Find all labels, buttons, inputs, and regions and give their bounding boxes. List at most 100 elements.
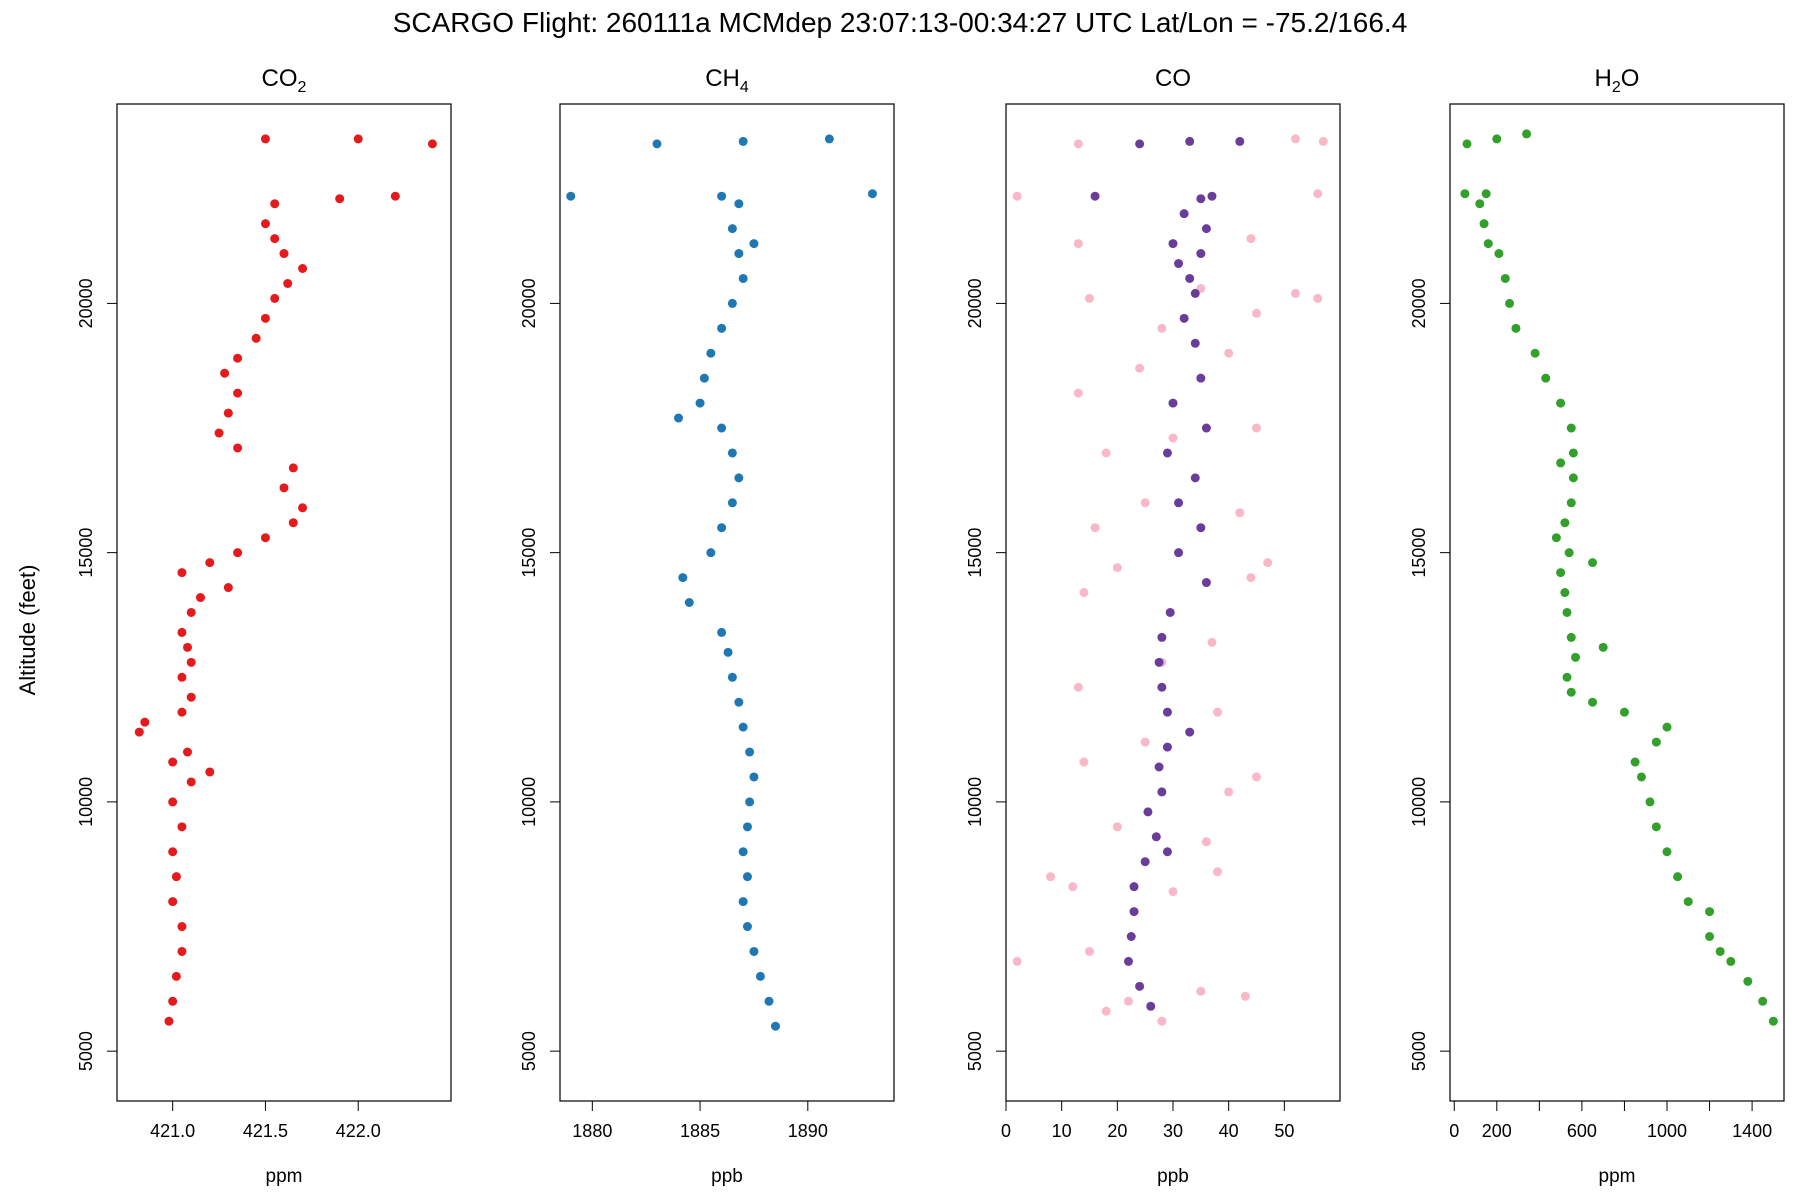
plot-frame <box>559 103 895 1102</box>
data-point <box>1085 293 1094 303</box>
data-point <box>699 373 709 383</box>
data-point <box>723 647 733 657</box>
series-1 <box>566 134 877 1031</box>
data-point <box>1174 548 1184 558</box>
data-point <box>734 249 744 259</box>
data-point <box>1224 787 1234 797</box>
data-point <box>1566 632 1576 642</box>
data-point <box>727 298 737 308</box>
panel-2: CH4 ppb 1880 1885 1890 5000 10000 15000 20000 <box>519 65 895 1187</box>
data-point <box>1154 657 1164 667</box>
data-point <box>177 822 187 832</box>
data-point <box>186 607 196 617</box>
data-point <box>1085 946 1094 956</box>
data-point <box>1494 249 1504 259</box>
data-point <box>1207 637 1217 647</box>
panel-title-tail: O <box>1621 65 1640 92</box>
x-tick-label: 0 <box>1001 1121 1011 1141</box>
data-point <box>717 423 727 433</box>
panel-title-main: CO <box>1155 65 1191 92</box>
data-point <box>177 922 187 932</box>
data-point <box>1768 1016 1778 1026</box>
panel-title: CO <box>1155 65 1191 92</box>
data-point <box>1185 273 1195 283</box>
data-point <box>1630 757 1640 767</box>
data-point <box>1500 273 1510 283</box>
data-point <box>1174 498 1184 508</box>
series-1 <box>134 134 437 1026</box>
data-point <box>168 847 178 857</box>
x-tick-label: 421.5 <box>243 1121 288 1141</box>
data-point <box>223 408 233 418</box>
data-point <box>1598 642 1608 652</box>
data-point <box>171 971 181 981</box>
data-point <box>1313 189 1323 199</box>
data-point <box>353 134 363 144</box>
x-tick-label: 1880 <box>572 1121 612 1141</box>
data-point <box>1190 338 1200 348</box>
data-point <box>1475 199 1485 209</box>
data-point <box>755 971 765 981</box>
data-point <box>1588 697 1598 707</box>
x-axis-label: ppb <box>711 1166 743 1187</box>
x-tick-label: 20 <box>1107 1121 1127 1141</box>
panel-title-subscript: 2 <box>298 79 307 96</box>
data-point <box>678 573 688 583</box>
data-point <box>168 757 178 767</box>
data-point <box>1012 191 1022 201</box>
data-point <box>1505 298 1515 308</box>
data-point <box>1201 837 1211 847</box>
series-1 <box>1460 129 1778 1026</box>
data-point <box>1460 189 1470 199</box>
data-point <box>1201 578 1211 588</box>
data-point <box>1123 996 1133 1006</box>
y-tick-label: 5000 <box>965 1031 985 1071</box>
data-point <box>1126 931 1136 941</box>
data-point <box>1636 772 1646 782</box>
data-point <box>168 996 178 1006</box>
data-point <box>1705 931 1715 941</box>
data-point <box>183 747 193 757</box>
data-point <box>1645 797 1655 807</box>
data-point <box>1483 239 1493 249</box>
panel-title: CH4 <box>705 65 749 96</box>
data-point <box>742 822 752 832</box>
data-point <box>1562 607 1572 617</box>
data-point <box>335 194 345 204</box>
y-tick-label: 20000 <box>965 278 985 328</box>
data-point <box>727 224 737 234</box>
panel-title-subscript: 2 <box>1612 79 1621 96</box>
x-tick-label: 30 <box>1163 1121 1183 1141</box>
data-point <box>1079 588 1089 598</box>
data-point <box>205 558 215 568</box>
data-point <box>168 897 178 907</box>
data-point <box>1196 523 1206 533</box>
data-point <box>164 1016 174 1026</box>
y-tick-label: 20000 <box>76 278 96 328</box>
data-point <box>177 672 187 682</box>
data-point <box>205 767 215 777</box>
data-point <box>1129 882 1139 892</box>
data-point <box>1551 533 1561 543</box>
data-point <box>1157 682 1167 692</box>
data-point <box>1492 134 1502 144</box>
data-point <box>742 922 752 932</box>
data-point <box>260 533 270 543</box>
data-point <box>1073 239 1083 249</box>
data-point <box>1196 249 1206 259</box>
panel-title: CO2 <box>262 65 307 96</box>
data-point <box>717 323 727 333</box>
data-point <box>1196 373 1206 383</box>
data-point <box>1568 448 1578 458</box>
data-point <box>1112 563 1122 573</box>
data-point <box>1073 388 1083 398</box>
data-point <box>749 772 759 782</box>
data-point <box>1683 897 1693 907</box>
x-tick-label: 421.0 <box>150 1121 195 1141</box>
data-point <box>1566 423 1576 433</box>
data-point <box>1571 652 1581 662</box>
data-point <box>1162 448 1172 458</box>
panel-title-main: CO <box>262 65 298 92</box>
